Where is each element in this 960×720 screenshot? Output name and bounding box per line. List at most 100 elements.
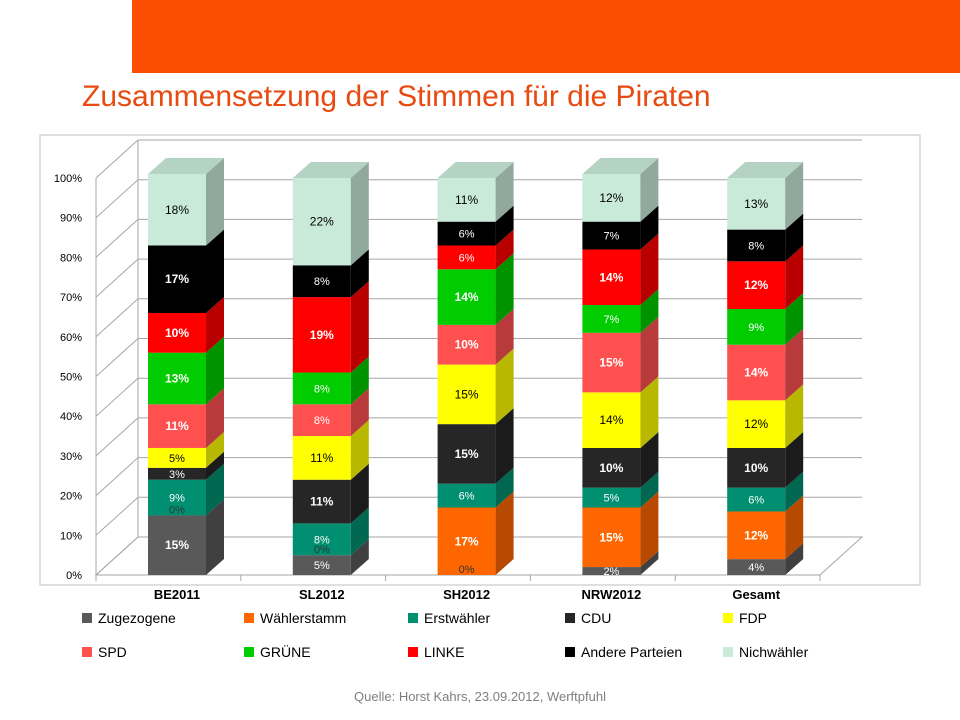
bar-segment bbox=[727, 495, 804, 560]
bar-segment bbox=[437, 491, 514, 575]
y-tick-label: 50% bbox=[60, 372, 82, 384]
data-label: 13% bbox=[165, 371, 189, 385]
bar-segment bbox=[437, 408, 514, 484]
bar-segment bbox=[582, 316, 659, 393]
bar-segment bbox=[582, 289, 659, 333]
bar-segment bbox=[148, 463, 224, 516]
bar-front-sh2012-5 bbox=[437, 324, 496, 365]
x-tick-label: BE2011 bbox=[154, 587, 200, 602]
legend-label: Nichwähler bbox=[739, 644, 809, 660]
bar-front-nrw2012-2 bbox=[582, 487, 641, 508]
legend-label: CDU bbox=[581, 610, 611, 626]
bar-segment bbox=[148, 158, 224, 246]
legend-item: LINKE bbox=[408, 644, 464, 660]
wall-tick-line bbox=[95, 179, 139, 219]
bar-side bbox=[785, 495, 804, 560]
bar-side bbox=[495, 308, 514, 365]
y-tick-label: 90% bbox=[60, 213, 82, 225]
wall-tick-line bbox=[95, 457, 139, 496]
bar-front-sl2012-7 bbox=[292, 297, 351, 373]
bar-side bbox=[495, 348, 514, 425]
bar-front-nrw2012-4 bbox=[582, 392, 641, 448]
data-label: 3% bbox=[169, 469, 185, 481]
legend-item: SPD bbox=[82, 644, 127, 660]
bar-top-cap bbox=[727, 162, 804, 178]
bar-side bbox=[206, 388, 224, 448]
bar-side bbox=[640, 158, 659, 222]
x-tick-label: SH2012 bbox=[443, 587, 490, 602]
bar-segment bbox=[727, 293, 804, 345]
bar-side bbox=[350, 539, 369, 575]
legend-swatch bbox=[565, 647, 575, 657]
data-label: 17% bbox=[455, 534, 479, 548]
bar-segment bbox=[292, 388, 369, 437]
bar-side bbox=[350, 281, 369, 373]
source-note: Quelle: Horst Kahrs, 23.09.2012, Werftpf… bbox=[354, 689, 606, 704]
bar-top-cap bbox=[437, 162, 514, 178]
legend-label: Erstwähler bbox=[424, 610, 490, 626]
data-label: 15% bbox=[165, 538, 189, 552]
data-label: 14% bbox=[599, 413, 623, 427]
data-label: 22% bbox=[310, 215, 334, 229]
bar-front-sl2012-5 bbox=[292, 404, 351, 437]
bar-top-cap bbox=[292, 162, 369, 178]
bar-front-gesamt-0 bbox=[727, 559, 786, 575]
data-label: 15% bbox=[599, 356, 623, 370]
bar-front-sh2012-6 bbox=[437, 269, 496, 325]
data-label: 12% bbox=[744, 528, 768, 542]
bar-side bbox=[640, 316, 659, 393]
legend-item: CDU bbox=[565, 610, 611, 626]
y-tick-label: 30% bbox=[60, 451, 82, 463]
chart-frame bbox=[39, 134, 921, 586]
bar-side bbox=[640, 471, 659, 508]
data-label: 8% bbox=[314, 415, 330, 427]
wall-tick-line bbox=[95, 258, 139, 298]
bar-front-be2011-9 bbox=[148, 174, 206, 246]
legend-swatch bbox=[82, 647, 92, 657]
bar-side bbox=[785, 431, 804, 488]
bar-segment bbox=[727, 543, 804, 575]
bar-segment bbox=[148, 336, 224, 405]
data-label: 14% bbox=[599, 270, 623, 284]
bar-segment bbox=[437, 205, 514, 246]
wall-tick-line bbox=[95, 219, 139, 258]
bar-side bbox=[495, 205, 514, 246]
bar-front-nrw2012-6 bbox=[582, 305, 641, 333]
bar-front-nrw2012-1 bbox=[582, 507, 641, 568]
bar-front-gesamt-1 bbox=[727, 511, 786, 560]
data-label: 15% bbox=[599, 530, 623, 544]
legend-label: Andere Parteien bbox=[581, 644, 682, 660]
data-label: 15% bbox=[455, 447, 479, 461]
data-label: 19% bbox=[310, 328, 334, 342]
bar-segment bbox=[292, 420, 369, 480]
bar-side bbox=[785, 328, 804, 401]
data-label: 8% bbox=[748, 240, 764, 252]
bar-segment bbox=[582, 431, 659, 488]
data-label: 12% bbox=[744, 417, 768, 431]
data-label: 0% bbox=[169, 504, 185, 516]
bar-front-sl2012-6 bbox=[292, 372, 351, 405]
bar-segment bbox=[582, 471, 659, 508]
bar-side bbox=[350, 507, 369, 556]
bar-front-sl2012-4 bbox=[292, 436, 351, 480]
data-label: 2% bbox=[603, 566, 619, 578]
bar-side bbox=[206, 463, 224, 516]
data-label: 14% bbox=[744, 366, 768, 380]
bar-side bbox=[495, 162, 514, 222]
bar-front-be2011-7 bbox=[148, 312, 206, 353]
bar-segment bbox=[727, 384, 804, 448]
data-label: 10% bbox=[455, 338, 479, 352]
bar-segment bbox=[727, 213, 804, 262]
bar-side bbox=[206, 499, 224, 575]
bar-front-gesamt-4 bbox=[727, 400, 786, 448]
legend-item: Wählerstamm bbox=[244, 610, 346, 626]
bar-side bbox=[350, 463, 369, 524]
bar-front-be2011-8 bbox=[148, 245, 206, 313]
data-label: 11% bbox=[310, 451, 333, 465]
data-label: 15% bbox=[455, 387, 479, 401]
bar-segment bbox=[437, 253, 514, 325]
bar-segment bbox=[148, 499, 224, 575]
data-label: 12% bbox=[599, 191, 623, 205]
bar-top-cap bbox=[148, 158, 224, 175]
data-label: 10% bbox=[744, 461, 768, 475]
